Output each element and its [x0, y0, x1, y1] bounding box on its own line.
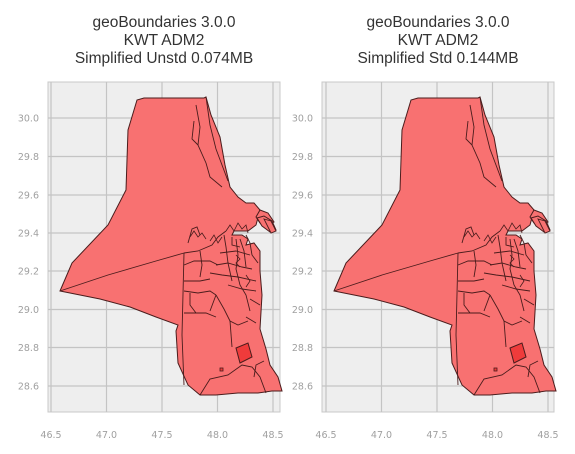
- left-y-tick-0: 30.0: [18, 114, 39, 125]
- right-y-tick-4: 29.2: [292, 267, 313, 278]
- right-y-tick-5: 29.0: [292, 305, 313, 316]
- right-x-tick-2: 47.5: [426, 430, 447, 441]
- right-title-line-2: KWT ADM2: [397, 32, 479, 49]
- left-x-tick-4: 48.5: [262, 430, 283, 441]
- left-y-tick-3: 29.4: [18, 229, 39, 240]
- left-title-line-2: KWT ADM2: [123, 32, 205, 49]
- right-x-tick-4: 48.5: [537, 430, 558, 441]
- right-x-tick-labels: 46.5 47.0 47.5 48.0 48.5: [315, 430, 558, 441]
- right-panel-title: geoBoundaries 3.0.0 KWT ADM2 Simplified …: [322, 14, 554, 68]
- left-x-tick-2: 47.5: [151, 430, 172, 441]
- right-y-tick-1: 29.8: [292, 152, 313, 163]
- right-y-tick-0: 30.0: [292, 114, 313, 125]
- left-y-tick-2: 29.6: [18, 191, 39, 202]
- right-y-tick-2: 29.6: [292, 191, 313, 202]
- right-title-line-1: geoBoundaries 3.0.0: [366, 14, 510, 31]
- left-panel-title: geoBoundaries 3.0.0 KWT ADM2 Simplified …: [48, 14, 280, 68]
- left-y-tick-6: 28.8: [18, 343, 39, 354]
- left-y-tick-7: 28.6: [18, 382, 39, 393]
- left-y-tick-5: 29.0: [18, 305, 39, 316]
- right-x-tick-1: 47.0: [371, 430, 392, 441]
- left-map-panel: 46.5 47.0 47.5 48.0 48.5 30.0 29.8 29.6 …: [18, 81, 284, 441]
- left-title-line-1: geoBoundaries 3.0.0: [92, 14, 236, 31]
- left-x-tick-1: 47.0: [96, 430, 117, 441]
- right-x-tick-3: 48.0: [482, 430, 503, 441]
- right-x-tick-0: 46.5: [315, 430, 336, 441]
- left-x-tick-0: 46.5: [40, 430, 61, 441]
- left-y-tick-labels: 30.0 29.8 29.6 29.4 29.2 29.0 28.8 28.6: [18, 114, 39, 393]
- right-y-tick-6: 28.8: [292, 343, 313, 354]
- left-title-line-3: Simplified Unstd 0.074MB: [74, 50, 254, 67]
- left-x-tick-3: 48.0: [207, 430, 228, 441]
- right-y-tick-7: 28.6: [292, 382, 313, 393]
- right-y-tick-labels: 30.0 29.8 29.6 29.4 29.2 29.0 28.8 28.6: [292, 114, 313, 393]
- right-y-tick-3: 29.4: [292, 229, 313, 240]
- left-y-tick-1: 29.8: [18, 152, 39, 163]
- right-title-line-3: Simplified Std 0.144MB: [357, 50, 519, 67]
- left-x-tick-labels: 46.5 47.0 47.5 48.0 48.5: [40, 430, 283, 441]
- right-map-panel: 46.5 47.0 47.5 48.0 48.5 30.0 29.8 29.6 …: [292, 81, 559, 441]
- left-y-tick-4: 29.2: [18, 267, 39, 278]
